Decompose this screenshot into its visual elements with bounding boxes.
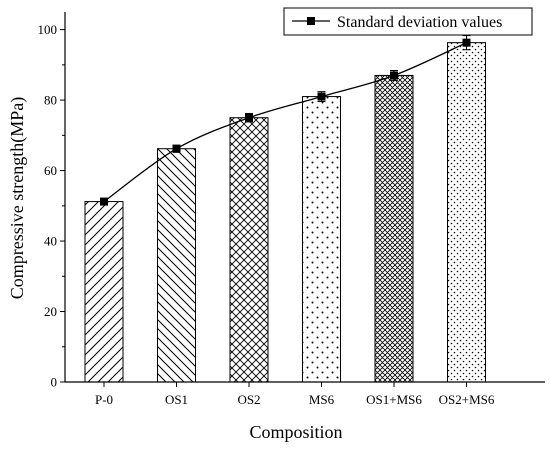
- y-tick-label-100: 100: [38, 22, 58, 37]
- data-point-0: [100, 197, 108, 206]
- y-tick-label-40: 40: [44, 234, 57, 249]
- data-point-1: [172, 144, 181, 153]
- x-tick-label-0: P-0: [95, 392, 113, 407]
- legend: Standard deviation values: [283, 7, 533, 36]
- y-axis-title: Compressive strength(MPa): [7, 97, 28, 299]
- data-point-2: [245, 113, 253, 122]
- x-tick-label-2: OS2: [237, 392, 260, 407]
- x-axis-title: Composition: [249, 422, 342, 442]
- y-tick-label-60: 60: [44, 163, 57, 178]
- axes-layer: 0 20 40 60 80 100 P-0 OS1 OS2 MS6 OS1+MS6 OS2+MS6: [38, 12, 545, 407]
- bar-os1-ms6: [374, 74, 414, 383]
- bar-os2: [229, 117, 269, 383]
- y-tick-label-0: 0: [51, 375, 58, 390]
- std-dev-line: [103, 42, 467, 203]
- x-tick-label-4: OS1+MS6: [366, 392, 422, 407]
- x-tick-label-5: OS2+MS6: [439, 392, 495, 407]
- data-point-5: [462, 38, 471, 47]
- bar-os1: [157, 148, 196, 383]
- data-point-3: [317, 92, 326, 101]
- bar-os2-ms6: [447, 42, 486, 383]
- legend-marker: [307, 17, 315, 25]
- y-tick-label-80: 80: [44, 93, 57, 108]
- bar-ms6: [302, 96, 341, 383]
- x-tick-label-1: OS1: [165, 392, 188, 407]
- y-tick-label-20: 20: [44, 304, 57, 319]
- x-tick-label-3: MS6: [309, 392, 335, 407]
- data-point-4: [390, 71, 398, 80]
- line-layer: [100, 38, 471, 206]
- error-bars-layer: [100, 35, 471, 205]
- bars-layer: [84, 42, 486, 383]
- bar-p-0: [84, 201, 124, 383]
- legend-entry: Standard deviation values: [337, 14, 502, 31]
